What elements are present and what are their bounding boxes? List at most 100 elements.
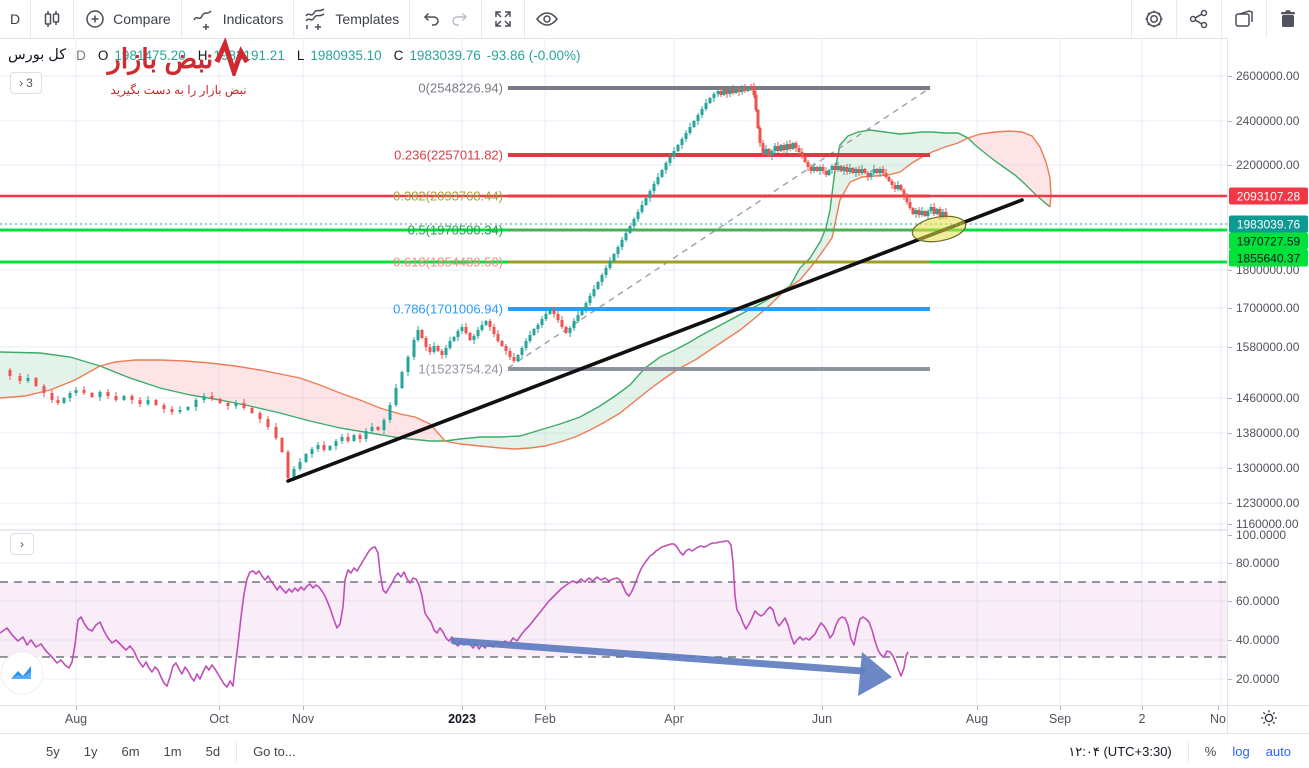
toolbar-separator xyxy=(481,0,483,38)
price-tick-label: 2600000.00 xyxy=(1236,69,1300,83)
lower-pane-collapse-button[interactable]: › xyxy=(10,533,34,555)
open-value: 1981475.20 xyxy=(114,47,186,63)
axis-tick-mark xyxy=(1228,165,1232,166)
log-scale-button[interactable]: log xyxy=(1232,744,1250,759)
settings-button[interactable] xyxy=(1132,0,1176,38)
chart-type-button[interactable] xyxy=(31,0,73,38)
clock[interactable]: ۱۲:۰۴ (UTC+3:30) xyxy=(1068,743,1172,759)
site-logo-badge[interactable] xyxy=(0,650,46,696)
fib-label: 0.618(1854489.50) xyxy=(393,255,503,270)
price-axis[interactable]: 2600000.00 2400000.00 2200000.00 1800000.00… xyxy=(1227,38,1309,705)
axis-tick-mark xyxy=(1228,121,1232,122)
axis-tick-mark xyxy=(545,706,546,710)
axis-tick-mark xyxy=(977,706,978,710)
time-tick-label: Aug xyxy=(64,712,88,726)
fib-label: 1(1523754.24) xyxy=(418,362,503,377)
candles xyxy=(8,83,948,482)
axis-tick-mark xyxy=(822,706,823,710)
axis-tick-mark xyxy=(1228,433,1232,434)
price-badge: 1983039.76 xyxy=(1229,215,1308,233)
axis-tick-mark xyxy=(674,706,675,710)
compare-label: Compare xyxy=(113,11,171,27)
axis-tick-mark xyxy=(1228,601,1232,602)
compare-button[interactable]: Compare xyxy=(74,0,181,38)
share-button[interactable] xyxy=(1177,0,1221,38)
axis-tick-mark xyxy=(1142,706,1143,710)
axis-tick-mark xyxy=(303,706,304,710)
range-button-1m[interactable]: 1m xyxy=(163,744,182,759)
price-tick-label: 1300000.00 xyxy=(1236,461,1300,475)
trendline-drawing[interactable] xyxy=(286,198,1024,483)
axis-tick-mark xyxy=(1060,706,1061,710)
high-label: H xyxy=(197,47,208,63)
hide-drawings-button[interactable] xyxy=(525,0,569,38)
share-icon xyxy=(1187,7,1211,31)
time-axis[interactable]: Aug Oct Nov 2023 Feb Apr Jun Aug Sep 2 No xyxy=(0,705,1227,734)
price-tick-label: 80.0000 xyxy=(1236,556,1280,570)
axis-tick-mark xyxy=(1228,640,1232,641)
axis-corner[interactable] xyxy=(1227,705,1309,734)
arrow-drawing[interactable] xyxy=(450,637,866,675)
axis-tick-mark xyxy=(1228,468,1232,469)
time-tick-label: Feb xyxy=(534,712,556,726)
toolbar-separator xyxy=(1221,0,1222,38)
indicators-icon xyxy=(192,8,216,30)
rsi-pane xyxy=(0,540,1227,696)
range-button-5y[interactable]: 5y xyxy=(46,744,60,759)
chevron-right-icon: › xyxy=(19,76,24,90)
price-tick-label: 100.0000 xyxy=(1236,528,1287,542)
time-tick-label: 2 xyxy=(1138,712,1146,726)
ichimoku-span-b xyxy=(0,130,1052,450)
indicators-button[interactable]: Indicators xyxy=(182,0,294,38)
templates-button[interactable]: Templates xyxy=(294,0,409,38)
chart-canvas[interactable]: 0(2548226.94) 0.236(2257011.82) 0.382(2093… xyxy=(0,38,1227,705)
axis-tick-mark xyxy=(1228,76,1232,77)
price-tick-label: 1700000.00 xyxy=(1236,301,1300,315)
fib-label: 0.236(2257011.82) xyxy=(394,148,503,163)
sun-icon xyxy=(1260,709,1278,732)
axis-tick-mark xyxy=(219,706,220,710)
fib-label: 0(2548226.94) xyxy=(418,81,503,96)
toolbar-separator xyxy=(73,0,75,38)
toolbar-separator xyxy=(30,0,32,38)
price-tick-label: 20.0000 xyxy=(1236,672,1280,686)
redo-button[interactable] xyxy=(449,8,471,30)
price-badge: 1970727.59 xyxy=(1229,232,1308,250)
range-button-5d[interactable]: 5d xyxy=(205,744,221,759)
change-value: -93.86 (-0.00%) xyxy=(486,47,581,63)
range-button-6m[interactable]: 6m xyxy=(121,744,140,759)
axis-tick-mark xyxy=(462,706,463,710)
axis-tick-mark xyxy=(1218,706,1219,710)
percent-scale-button[interactable]: % xyxy=(1204,744,1217,759)
toolbar-separator xyxy=(1131,0,1132,38)
toolbar-separator xyxy=(1266,0,1267,38)
undo-button[interactable] xyxy=(420,8,442,30)
goto-button[interactable]: Go to... xyxy=(253,744,296,759)
range-button-1y[interactable]: 1y xyxy=(83,744,98,759)
legend-interval: D xyxy=(76,47,86,63)
time-tick-label: Sep xyxy=(1048,712,1072,726)
price-tick-label: 2400000.00 xyxy=(1236,114,1300,128)
high-value: 1983191.21 xyxy=(213,47,285,63)
symbol-name[interactable]: کل بورس xyxy=(8,47,67,63)
interval-button[interactable]: D xyxy=(0,0,30,38)
indicators-collapse-button[interactable]: › 3 xyxy=(10,72,42,94)
divider xyxy=(1187,740,1189,763)
ichimoku-cloud-bear xyxy=(100,360,445,441)
snapshot-button[interactable] xyxy=(1222,0,1266,38)
price-tick-label: 1580000.00 xyxy=(1236,340,1300,354)
area-chart-icon xyxy=(11,666,31,679)
ellipse-highlight-drawing[interactable] xyxy=(910,212,967,245)
time-tick-label: No xyxy=(1210,712,1226,726)
low-label: L xyxy=(296,47,305,63)
price-tick-label: 1230000.00 xyxy=(1236,496,1300,510)
candlestick-chart-icon xyxy=(41,8,63,30)
auto-scale-button[interactable]: auto xyxy=(1265,744,1291,759)
templates-label: Templates xyxy=(335,11,400,27)
plus-circle-icon xyxy=(84,8,106,30)
fullscreen-button[interactable] xyxy=(482,0,524,38)
ichimoku-span-a xyxy=(0,129,1051,442)
price-tick-label: 1800000.00 xyxy=(1236,263,1300,277)
delete-button[interactable] xyxy=(1267,0,1309,38)
price-tick-label: 2200000.00 xyxy=(1236,158,1300,172)
